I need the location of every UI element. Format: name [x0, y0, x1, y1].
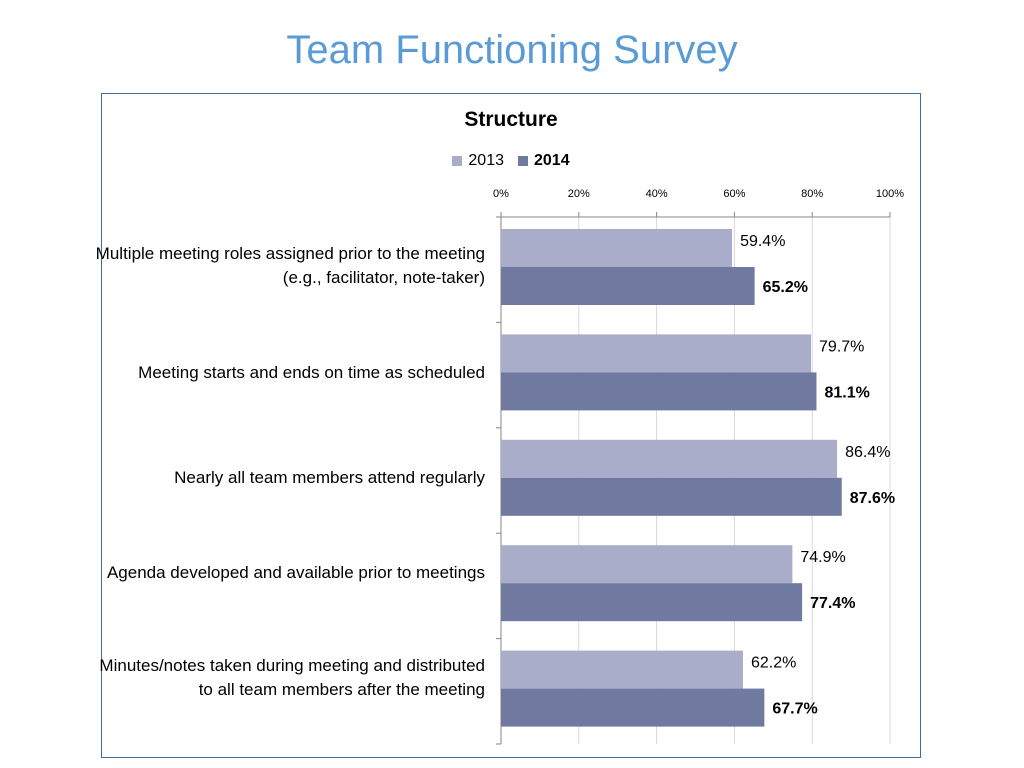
- category-label: Minutes/notes taken during meeting and d…: [99, 656, 485, 699]
- value-label-2014: 87.6%: [850, 490, 895, 507]
- chart-title: Structure: [464, 108, 558, 131]
- x-tick-label: 0%: [493, 188, 509, 200]
- chart-frame: Structure 2013 2014 Multiple meeting rol…: [96, 93, 921, 758]
- category-label: Agenda developed and available prior to …: [106, 563, 485, 582]
- category-label: Meeting starts and ends on time as sched…: [138, 363, 485, 382]
- legend-swatch-2013: [452, 156, 463, 166]
- bar-2013: [501, 650, 743, 689]
- bar-2013: [501, 545, 793, 584]
- bar-2014: [501, 688, 765, 727]
- value-label-2014: 65.2%: [763, 279, 808, 296]
- bar-2014: [501, 267, 755, 305]
- slide-title: Team Functioning Survey: [286, 28, 738, 72]
- value-label-2014: 67.7%: [772, 701, 817, 718]
- bar-2013: [501, 439, 838, 478]
- x-tick-label: 60%: [723, 188, 745, 200]
- x-tick-label: 40%: [646, 188, 668, 200]
- category-label: Nearly all team members attend regularly: [174, 468, 485, 487]
- value-label-2014: 81.1%: [824, 384, 869, 401]
- x-tick-label: 80%: [801, 188, 823, 200]
- x-tick-label: 100%: [876, 188, 904, 200]
- bar-2013: [501, 334, 812, 373]
- legend-label-2014: 2014: [534, 152, 570, 169]
- value-label-2013: 59.4%: [740, 233, 785, 250]
- legend-label-2013: 2013: [468, 152, 504, 169]
- legend-item-2013: 2013: [452, 152, 504, 170]
- bar-2014: [501, 477, 842, 516]
- value-label-2013: 79.7%: [819, 338, 864, 355]
- bar-2014: [501, 583, 803, 622]
- bar-2013: [501, 229, 733, 267]
- legend-swatch-2014: [518, 156, 528, 166]
- category-label: Multiple meeting roles assigned prior to…: [95, 244, 485, 287]
- value-label-2013: 74.9%: [800, 549, 845, 566]
- legend: 2013 2014: [102, 152, 920, 170]
- bar-2014: [501, 372, 817, 411]
- bar-plot: 0% 20% 40% 60% 80% 100% 59.4% 65.2% 79.7% 81.1% 86…: [493, 188, 904, 745]
- value-label-2013: 86.4%: [845, 444, 890, 461]
- value-label-2013: 62.2%: [751, 655, 796, 672]
- x-tick-label: 20%: [568, 188, 590, 200]
- value-label-2014: 77.4%: [810, 595, 855, 612]
- legend-item-2014: 2014: [518, 152, 570, 170]
